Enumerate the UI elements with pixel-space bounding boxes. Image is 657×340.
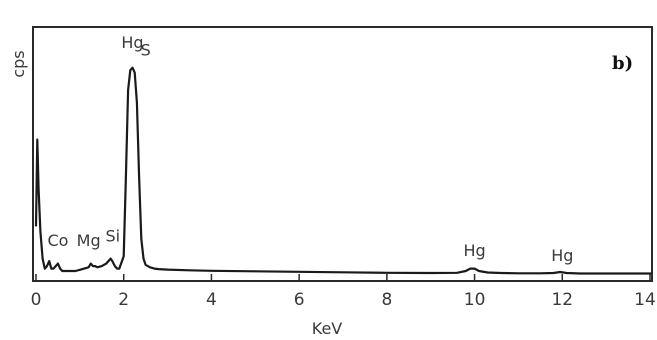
x-tick-label: 6 <box>294 290 305 310</box>
peak-label-s: S <box>141 40 151 59</box>
peak-label-hg: Hg <box>463 241 485 260</box>
x-tick-label: 10 <box>464 290 486 310</box>
x-axis-label: KeV <box>312 319 343 338</box>
y-axis-label: cps <box>9 50 28 77</box>
x-tick-label: 2 <box>118 290 129 310</box>
x-ticks: 0 2 4 6 8 10 12 14 <box>31 274 656 310</box>
x-tick-label: 4 <box>206 290 217 310</box>
x-tick-label: 14 <box>634 290 656 310</box>
peak-label-co: Co <box>47 231 68 250</box>
peak-label-mg: Mg <box>77 231 101 250</box>
plot-frame <box>32 26 653 282</box>
panel-label: b) <box>612 53 633 74</box>
x-tick-label: 0 <box>31 290 42 310</box>
spectrum-line <box>34 66 652 275</box>
x-tick-label: 8 <box>381 290 392 310</box>
peak-label-hg: Hg <box>121 33 143 52</box>
peak-label-si: Si <box>105 226 120 245</box>
x-tick-label: 12 <box>551 290 573 310</box>
peak-label-hg: Hg <box>551 246 573 265</box>
